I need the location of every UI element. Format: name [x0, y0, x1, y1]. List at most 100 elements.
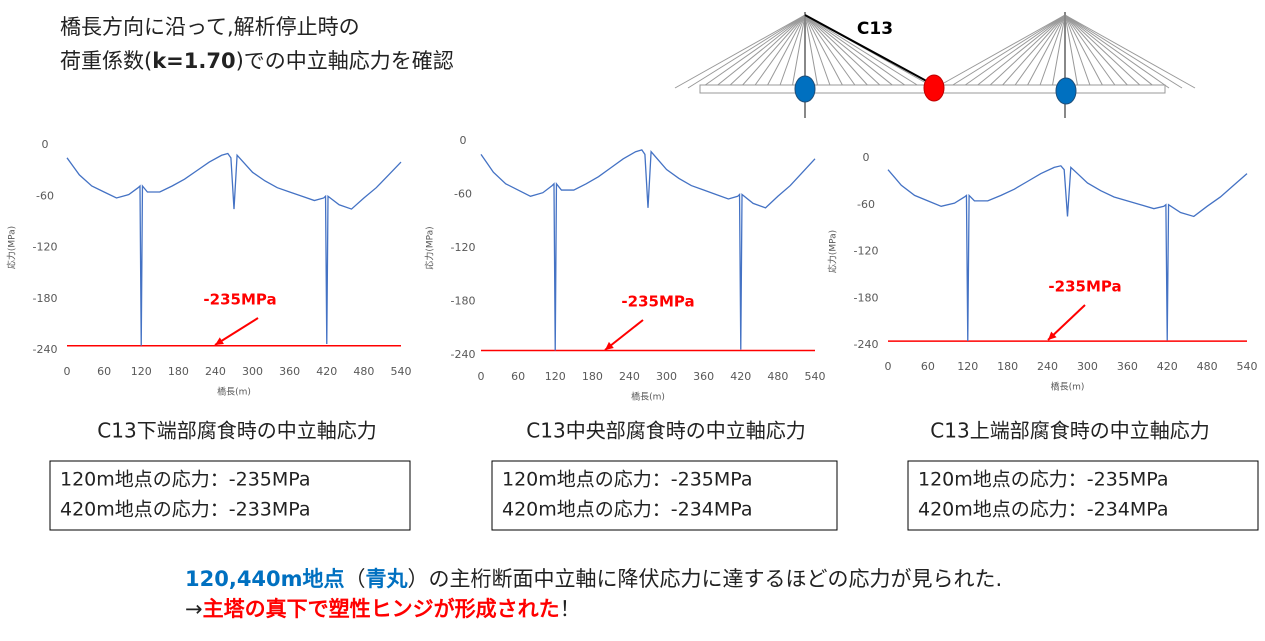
cable	[778, 14, 806, 89]
cable	[791, 14, 806, 89]
x-tick-label: 360	[279, 365, 300, 378]
x-tick-label: 180	[997, 360, 1018, 373]
result-line: 120m地点の応力：-235MPa	[918, 469, 1169, 491]
result-box	[907, 460, 1259, 531]
cable	[1064, 14, 1118, 89]
y-tick-label: -120	[854, 245, 879, 258]
red-circle	[923, 74, 945, 102]
cable	[934, 14, 1066, 89]
cable	[804, 14, 897, 89]
y-tick-label: -180	[33, 292, 58, 305]
cable	[1012, 14, 1066, 89]
stress-line	[66, 152, 402, 346]
cable	[674, 14, 806, 89]
cable	[804, 14, 871, 89]
x-tick-label: 300	[656, 370, 677, 383]
title-part: 荷重係数(	[60, 49, 152, 73]
footer-part: （	[345, 567, 366, 591]
x-tick-label: 240	[1037, 360, 1058, 373]
caption: C13下端部腐食時の中立軸応力	[97, 419, 376, 443]
annotation-arrow	[214, 317, 259, 346]
arrow-head	[215, 337, 224, 345]
x-tick-label: 0	[885, 360, 892, 373]
result-line: 120m地点の応力：-235MPa	[502, 469, 753, 491]
x-tick-label: 300	[1077, 360, 1098, 373]
result-box	[49, 460, 411, 531]
cable	[1025, 14, 1066, 89]
x-tick-label: 540	[1237, 360, 1258, 373]
c13-cable	[804, 14, 933, 85]
y-tick-label: -240	[854, 338, 879, 351]
x-tick-label: 360	[693, 370, 714, 383]
y-tick-label: -60	[454, 188, 472, 201]
y-tick-label: -180	[451, 295, 476, 308]
footer-part: ！	[560, 597, 581, 621]
cable	[804, 14, 910, 89]
y-tick-label: -60	[36, 189, 54, 202]
x-tick-label: 120	[131, 365, 152, 378]
x-tick-label: 240	[619, 370, 640, 383]
cable	[1064, 14, 1079, 89]
cable	[700, 14, 806, 89]
cable	[804, 14, 845, 89]
diagram-label: C13	[857, 19, 893, 39]
cable	[999, 14, 1066, 89]
x-tick-label: 60	[921, 360, 935, 373]
y-tick-label: -60	[857, 198, 875, 211]
cable	[804, 14, 923, 89]
y-tick-label: -240	[451, 348, 476, 361]
footer-line: 120,440m地点（青丸）の主桁断面中立軸に降伏応力に達するほどの応力が見られ…	[185, 567, 1002, 591]
cable	[687, 14, 806, 89]
title-part: k=1.70	[152, 49, 235, 73]
x-axis-label: 橋長(m)	[1051, 381, 1085, 393]
y-tick-label: -240	[33, 343, 58, 356]
arrow-head	[605, 341, 614, 350]
y-tick-label: -180	[854, 291, 879, 304]
annotation: -235MPa	[203, 291, 276, 309]
stress-line	[480, 149, 816, 351]
x-tick-label: 360	[1117, 360, 1138, 373]
x-tick-label: 0	[64, 365, 71, 378]
result-line: 420m地点の応力：-234MPa	[502, 499, 753, 521]
result-line: 420m地点の応力：-234MPa	[918, 499, 1169, 521]
y-tick-label: 0	[42, 138, 49, 151]
cable	[1064, 14, 1183, 89]
blue-circle	[1055, 77, 1077, 105]
annotation: -235MPa	[1048, 278, 1121, 296]
x-axis-label: 橋長(m)	[217, 386, 251, 398]
y-axis-label: 応力(MPa)	[424, 226, 436, 269]
cable	[947, 14, 1066, 89]
cable	[960, 14, 1066, 89]
cable	[1064, 14, 1105, 89]
cable	[1064, 14, 1131, 89]
y-axis-label: 応力(MPa)	[6, 226, 18, 269]
x-tick-label: 480	[1197, 360, 1218, 373]
cable	[765, 14, 806, 89]
x-tick-label: 540	[391, 365, 412, 378]
cable	[804, 14, 832, 89]
x-tick-label: 420	[316, 365, 337, 378]
x-axis-label: 橋長(m)	[631, 391, 665, 403]
cable	[739, 14, 806, 89]
footer-part: 主塔の真下で塑性ヒンジが形成された	[203, 597, 560, 621]
x-tick-label: 300	[242, 365, 263, 378]
cable	[726, 14, 806, 89]
cable	[1064, 14, 1196, 89]
x-tick-label: 420	[730, 370, 751, 383]
x-tick-label: 480	[767, 370, 788, 383]
cable	[713, 14, 806, 89]
x-tick-label: 540	[805, 370, 826, 383]
stress-line	[887, 165, 1248, 342]
cable	[1064, 14, 1144, 89]
x-tick-label: 240	[205, 365, 226, 378]
y-tick-label: 0	[460, 134, 467, 147]
cable	[752, 14, 806, 89]
cable	[804, 14, 884, 89]
annotation-arrow	[1047, 304, 1086, 341]
y-axis-label: 応力(MPa)	[827, 230, 839, 273]
y-tick-label: -120	[33, 241, 58, 254]
title-line: 荷重係数(k=1.70)での中立軸応力を確認	[60, 49, 454, 73]
result-box	[491, 460, 838, 531]
y-tick-label: -120	[451, 241, 476, 254]
cable	[804, 14, 858, 89]
